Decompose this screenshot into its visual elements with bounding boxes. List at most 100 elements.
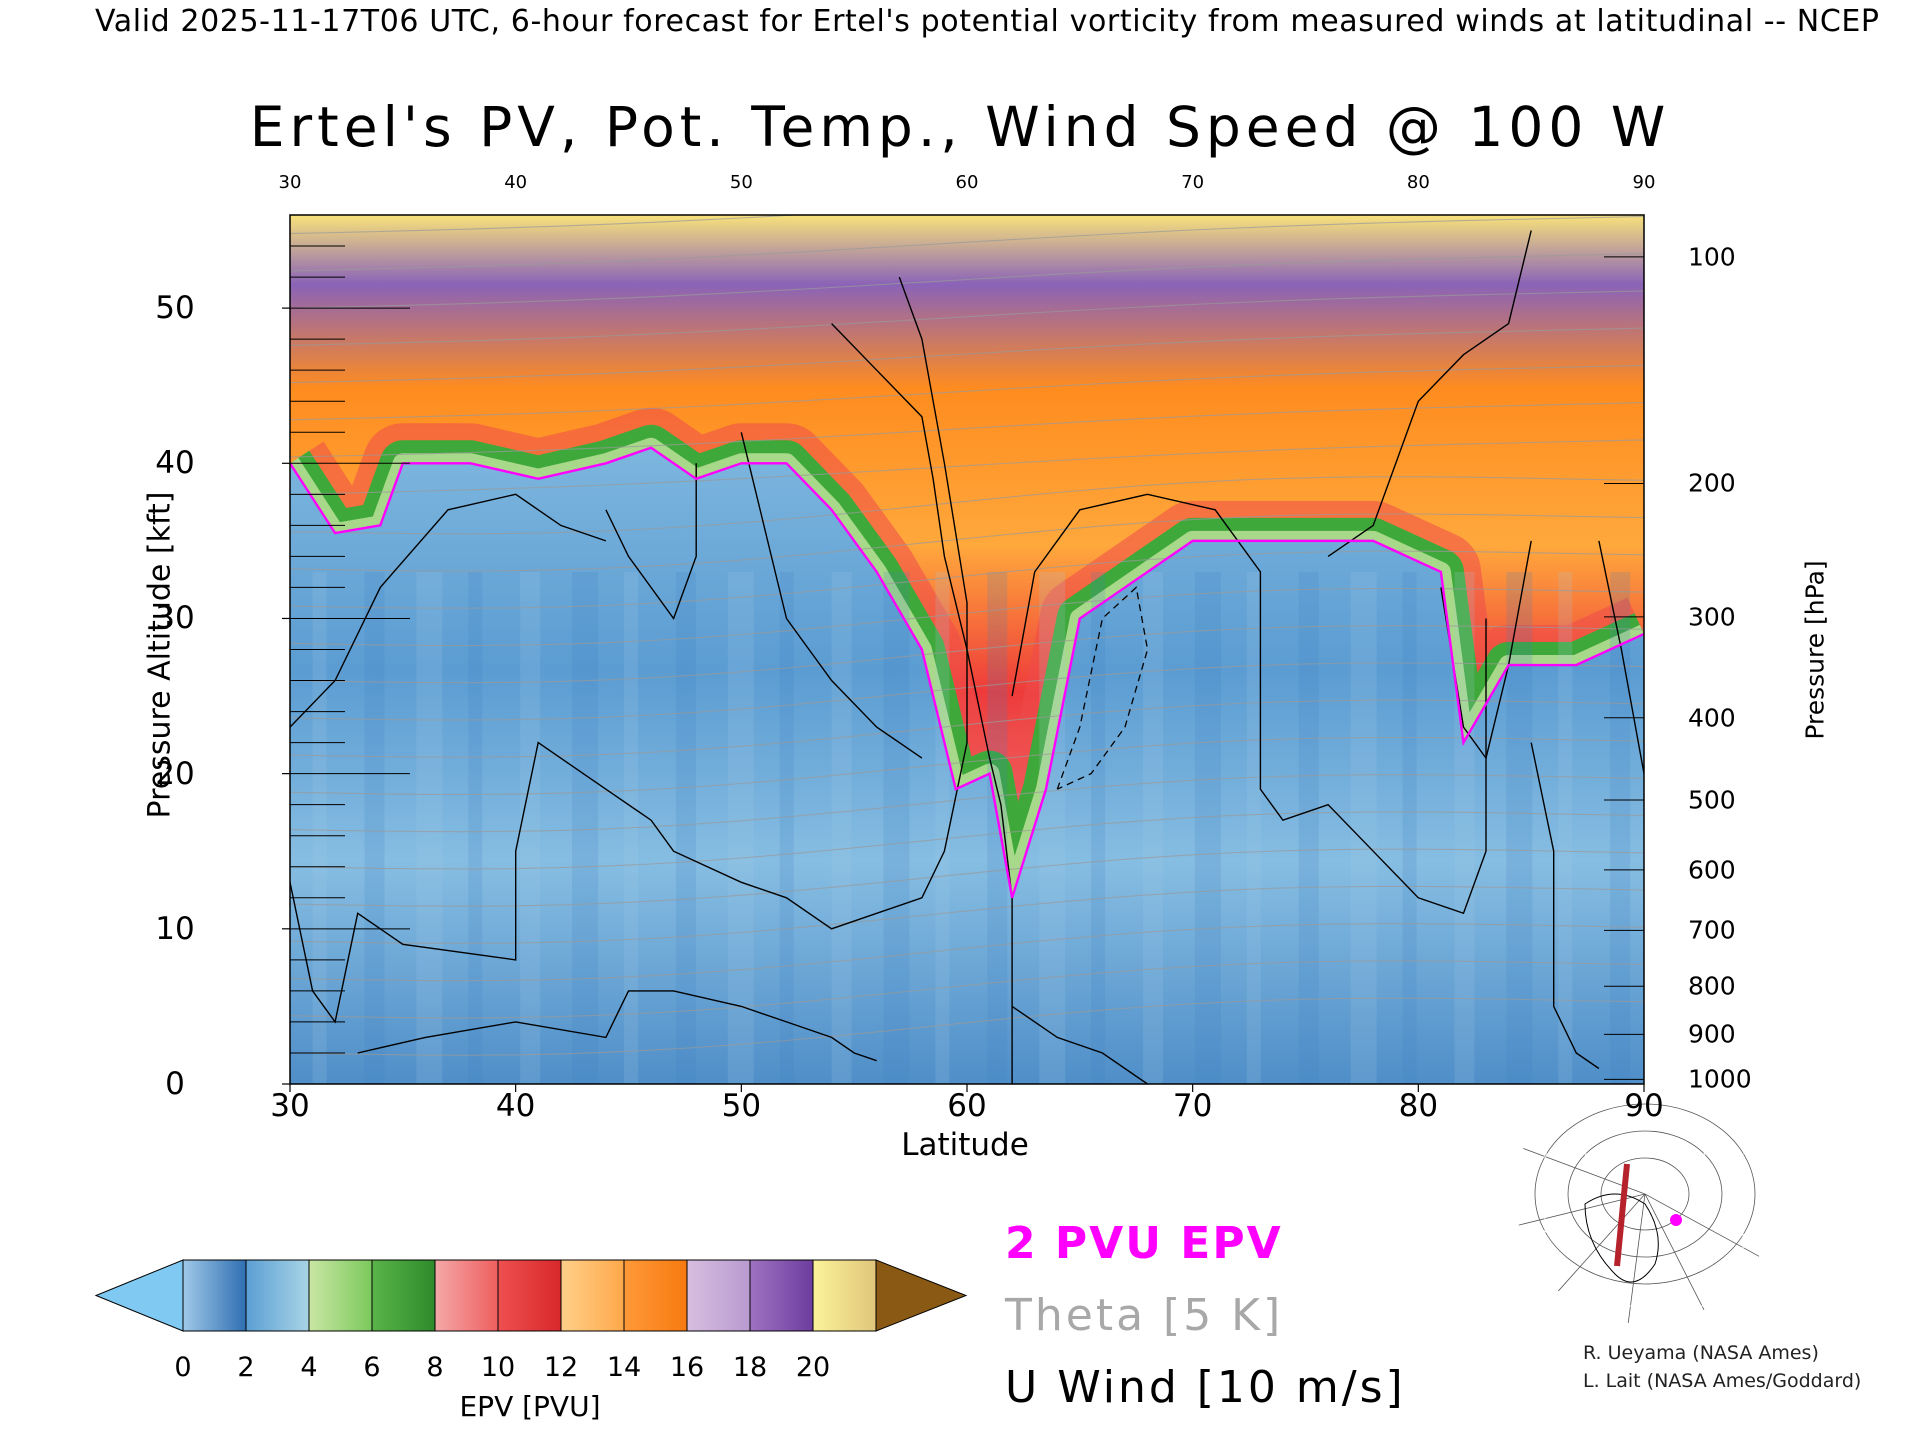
map-meridian [1627, 1193, 1646, 1323]
locator-map [1518, 1103, 1760, 1323]
pressure-tick-label: 300 [1688, 602, 1736, 632]
legend-wind: U Wind [10 m/s] [1005, 1362, 1406, 1413]
x-tick-label: 80 [1398, 1088, 1439, 1124]
chart-title: Ertel's PV, Pot. Temp., Wind Speed @ 100… [249, 95, 1671, 159]
map-meridian [1558, 1193, 1646, 1292]
pressure-tick-label: 800 [1688, 971, 1736, 1001]
trop-streak [1246, 571, 1261, 1084]
trop-streak [1506, 571, 1533, 1084]
top-x-tick-label: 30 [278, 172, 302, 193]
legend-pvu: 2 PVU EPV [1005, 1218, 1283, 1269]
top-x-tick-label: 40 [504, 172, 528, 193]
theta-contour [290, 960, 1644, 1019]
wind-contour-negative [1056, 586, 1149, 790]
colorbar-tick-label: 20 [795, 1352, 831, 1383]
colorbar-tick-label: 14 [606, 1352, 642, 1383]
pressure-tick-label: 1000 [1688, 1064, 1752, 1094]
pressure-tick-label: 900 [1688, 1019, 1736, 1049]
pressure-tick-label: 500 [1688, 785, 1736, 815]
theta-contour [290, 402, 1644, 458]
colorbar-bin [308, 1259, 373, 1332]
top-x-tick-label: 90 [1632, 172, 1656, 193]
colorbar-bin [749, 1259, 814, 1332]
pressure-tick-label: 600 [1688, 855, 1736, 885]
x-tick-label: 70 [1172, 1088, 1213, 1124]
colorbar-tick-label: 2 [237, 1352, 255, 1383]
trop-streak [364, 571, 385, 1084]
wind-contour [605, 463, 697, 620]
trop-streak [520, 571, 541, 1084]
trop-streak [1402, 571, 1417, 1084]
valid-time-header: Valid 2025-11-17T06 UTC, 6-hour forecast… [95, 4, 1880, 39]
theta-contour [290, 253, 1644, 309]
trop-streak [1194, 571, 1221, 1084]
colorbar-bin [497, 1259, 562, 1332]
legend-theta: Theta [5 K] [1005, 1290, 1284, 1341]
top-x-tick-label: 60 [955, 172, 979, 193]
colorbar-tick-label: 6 [363, 1352, 381, 1383]
trop-streak [935, 571, 950, 1084]
map-graticule [1534, 1103, 1756, 1285]
colorbar-bin [182, 1259, 247, 1332]
theta-contour [290, 774, 1644, 833]
x-axis-label: Latitude [901, 1127, 1029, 1163]
theta-contour [290, 476, 1644, 535]
x-tick-label: 40 [495, 1088, 536, 1124]
theta-contour [290, 327, 1644, 384]
x-tick-label: 50 [721, 1088, 762, 1124]
colorbar-label: EPV [PVU] [459, 1390, 601, 1423]
colorbar-tick-label: 10 [480, 1352, 516, 1383]
colorbar-under-arrow [94, 1259, 184, 1332]
colorbar-over-arrow [875, 1259, 968, 1332]
trop-streak [675, 571, 696, 1084]
trop-streak [727, 571, 754, 1084]
credit-line-1: R. Ueyama (NASA Ames) [1583, 1342, 1819, 1364]
theta-contour [290, 215, 806, 235]
credit-line-2: L. Lait (NASA Ames/Goddard) [1583, 1370, 1862, 1392]
wind-contour [1011, 1005, 1148, 1084]
pressure-tick-label: 400 [1688, 703, 1736, 733]
trop-streak [1558, 571, 1573, 1084]
top-x-tick-label: 70 [1181, 172, 1205, 193]
x-tick-label: 90 [1624, 1088, 1664, 1124]
trop-streak [1610, 571, 1631, 1084]
trop-streak [1298, 571, 1319, 1084]
x-tick-label: 60 [947, 1088, 987, 1124]
trop-streak [831, 571, 852, 1084]
trop-streak [572, 571, 599, 1084]
y-tick-label: 10 [155, 910, 195, 947]
y-tick-label: 0 [165, 1066, 185, 1102]
trop-streak [416, 571, 443, 1084]
colorbar-tick-label: 4 [300, 1352, 318, 1383]
colorbar-tick-label: 0 [174, 1352, 192, 1383]
colorbar-bin [686, 1259, 751, 1332]
theta-contour [290, 215, 1644, 272]
theta-contour [290, 290, 1644, 346]
wind-contour [831, 323, 1013, 1084]
pv-field [290, 215, 1644, 1084]
x-tick-label: 30 [270, 1088, 310, 1124]
trop-streak [987, 571, 1008, 1084]
theta-contour [290, 736, 1644, 796]
wind-contour [1327, 230, 1532, 557]
colorbar-bin [623, 1259, 688, 1332]
theta-contour [290, 513, 1644, 572]
trop-streak [1350, 571, 1377, 1084]
pressure-tick-label: 100 [1688, 242, 1736, 272]
wind-contour [1530, 742, 1600, 1070]
y-tick-label: 40 [155, 445, 195, 482]
trop-streak [779, 571, 794, 1084]
colorbar-bin [371, 1259, 436, 1332]
colorbar-tick-label: 8 [426, 1352, 444, 1383]
wind-contour [1011, 493, 1487, 915]
top-x-tick-label: 50 [729, 172, 753, 193]
trop-streak [1091, 571, 1106, 1084]
colorbar-tick-label: 18 [732, 1352, 768, 1383]
map-graticule [1567, 1130, 1723, 1258]
y-axis-label: Pressure Altitude [kft] [142, 491, 178, 819]
map-section-line [1614, 1163, 1630, 1267]
trop-streak [883, 571, 910, 1084]
trop-streak [1143, 571, 1164, 1084]
y-tick-label: 20 [155, 755, 195, 792]
theta-contour [290, 364, 1644, 421]
